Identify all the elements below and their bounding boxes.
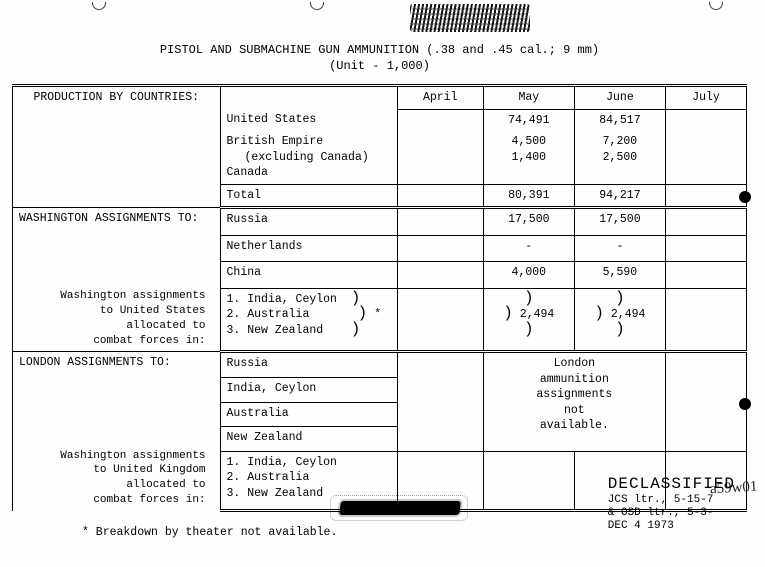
cell bbox=[397, 184, 483, 208]
cell: - bbox=[574, 235, 665, 261]
scan-artifact-dot bbox=[739, 398, 751, 410]
col-june: June bbox=[574, 86, 665, 110]
cell bbox=[665, 131, 746, 184]
note-line: allocated to bbox=[19, 478, 214, 493]
bottom-redaction-stamp bbox=[330, 495, 470, 523]
cell bbox=[397, 352, 483, 451]
section-heading: PRODUCTION BY COUNTRIES: bbox=[33, 91, 199, 104]
cell bbox=[665, 109, 746, 131]
secret-stamp-redaction bbox=[410, 4, 530, 32]
note-line: Washington assignments bbox=[19, 289, 214, 304]
document-title: PISTOL AND SUBMACHINE GUN AMMUNITION (.3… bbox=[12, 42, 747, 58]
row-label: British Empire bbox=[227, 135, 324, 148]
cell: 94,217 bbox=[574, 184, 665, 208]
row-label: New Zealand bbox=[220, 427, 397, 452]
row-label: Australia bbox=[220, 402, 397, 427]
note-line: allocated to bbox=[19, 319, 214, 334]
row-label: Total bbox=[220, 184, 397, 208]
cell: 17,500 bbox=[483, 208, 574, 236]
note-line: combat forces in: bbox=[19, 334, 214, 349]
cell bbox=[397, 208, 483, 236]
cell: 80,391 bbox=[483, 184, 574, 208]
note-line: combat forces in: bbox=[19, 493, 214, 508]
scan-artifact-dot bbox=[739, 191, 751, 203]
col-may: May bbox=[483, 86, 574, 110]
row-label: Netherlands bbox=[220, 235, 397, 261]
cell: 7,200 2,500 bbox=[574, 131, 665, 184]
row-label: Russia bbox=[220, 208, 397, 236]
cell: )) 2,494) bbox=[483, 288, 574, 352]
cell bbox=[665, 184, 746, 208]
row-label: India, Ceylon bbox=[220, 378, 397, 403]
note-line: to United Kingdom bbox=[19, 463, 214, 478]
cell bbox=[397, 262, 483, 288]
row-label: Canada bbox=[227, 166, 268, 179]
declassification-stamp: DECLASSIFIED JCS ltr., 5-15-7 & OSD ltr.… bbox=[608, 475, 735, 534]
cell: 5,590 bbox=[574, 262, 665, 288]
cell: 74,491 bbox=[483, 109, 574, 131]
note-line: to United States bbox=[19, 304, 214, 319]
cell bbox=[397, 131, 483, 184]
cell: )) 2,494) bbox=[574, 288, 665, 352]
section-heading: LONDON ASSIGNMENTS TO: bbox=[19, 356, 171, 369]
ammunition-table: PRODUCTION BY COUNTRIES: April May June … bbox=[12, 84, 747, 512]
row-label: Russia bbox=[220, 352, 397, 378]
cell bbox=[665, 262, 746, 288]
cell: 4,500 1,400 bbox=[483, 131, 574, 184]
section-heading: WASHINGTON ASSIGNMENTS TO: bbox=[19, 212, 198, 225]
cell bbox=[397, 235, 483, 261]
row-sublabel: (excluding Canada) bbox=[227, 150, 391, 166]
document-subtitle: (Unit - 1,000) bbox=[12, 58, 747, 74]
cell bbox=[483, 451, 574, 511]
note-items: 1. India, Ceylon ) 2. Australia ) * 3. N… bbox=[220, 288, 397, 352]
binder-hole bbox=[709, 2, 723, 10]
cell bbox=[665, 352, 746, 451]
cell: - bbox=[483, 235, 574, 261]
binder-hole bbox=[310, 2, 324, 10]
cell bbox=[665, 235, 746, 261]
cell bbox=[665, 208, 746, 236]
cell bbox=[397, 288, 483, 352]
cell: 4,000 bbox=[483, 262, 574, 288]
binder-hole bbox=[92, 2, 106, 10]
cell bbox=[665, 288, 746, 352]
london-unavailable-note: London ammunition assignments not availa… bbox=[483, 352, 665, 451]
note-line: Washington assignments bbox=[19, 449, 214, 464]
cell: 17,500 bbox=[574, 208, 665, 236]
cell: 84,517 bbox=[574, 109, 665, 131]
row-label: United States bbox=[227, 113, 317, 126]
col-july: July bbox=[665, 86, 746, 110]
row-label: China bbox=[220, 262, 397, 288]
cell bbox=[397, 109, 483, 131]
col-april: April bbox=[397, 86, 483, 110]
